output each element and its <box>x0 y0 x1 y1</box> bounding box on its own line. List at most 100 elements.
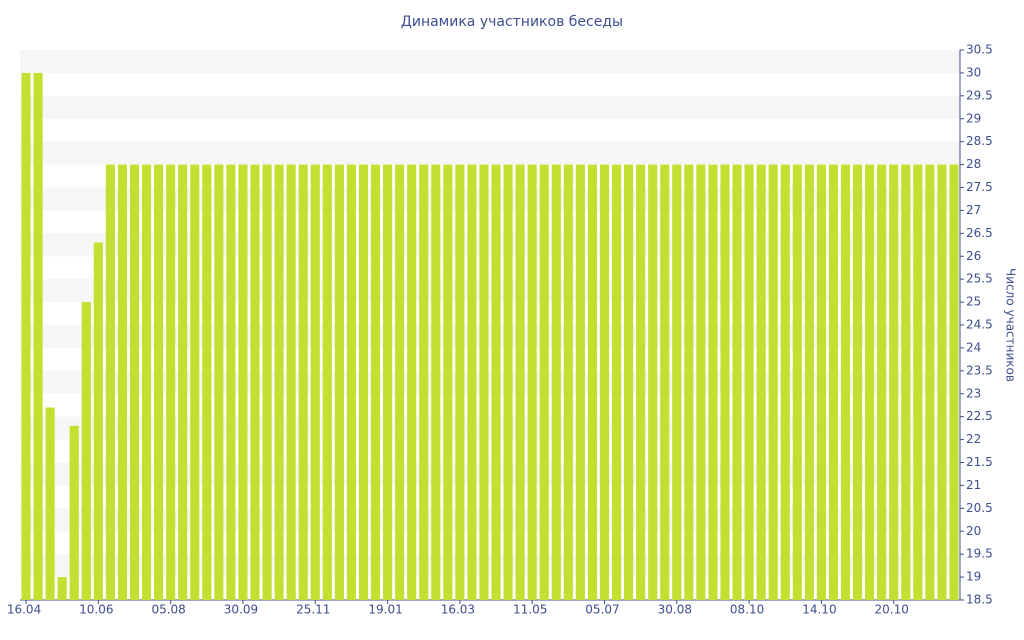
bar <box>599 164 610 601</box>
y-tick-label: 18.5 <box>966 593 993 607</box>
y-tick-label: 23 <box>966 386 981 400</box>
bar <box>202 164 212 601</box>
y-tick-label: 24.5 <box>966 318 993 332</box>
bar <box>370 164 381 601</box>
bar <box>768 164 778 601</box>
y-tick-label: 22 <box>966 432 981 446</box>
bar <box>69 425 79 600</box>
bar <box>780 164 790 601</box>
x-tick-label: 10.06 <box>79 603 113 617</box>
bar <box>154 164 164 601</box>
y-axis-title: Число участников <box>1004 268 1018 382</box>
bar <box>660 164 670 601</box>
bar <box>611 164 622 601</box>
bar <box>419 164 429 601</box>
y-tick-label: 24 <box>966 340 981 354</box>
bar <box>33 72 43 600</box>
bar <box>178 164 188 601</box>
grid-band <box>20 141 960 165</box>
bar <box>648 164 658 601</box>
bar <box>479 164 489 601</box>
bar <box>141 164 152 601</box>
x-tick-label: 16.03 <box>441 603 475 617</box>
bar <box>431 164 441 601</box>
y-tick-label: 27 <box>966 203 981 217</box>
bar <box>732 164 742 601</box>
x-tick-label: 16.04 <box>7 603 41 617</box>
bar <box>792 164 802 601</box>
bar <box>57 577 67 600</box>
bar <box>45 407 55 600</box>
bar <box>913 164 923 601</box>
bar <box>539 164 549 601</box>
bar <box>889 164 899 601</box>
bar <box>286 164 296 601</box>
bar <box>949 164 959 601</box>
y-tick-label: 21 <box>966 478 981 492</box>
bar <box>322 164 332 601</box>
y-tick-label: 30 <box>966 65 981 79</box>
bar <box>298 164 308 601</box>
bar <box>395 164 405 601</box>
bar <box>840 164 851 601</box>
bar <box>81 302 91 600</box>
bar <box>708 164 718 601</box>
x-tick-label: 05.07 <box>585 603 619 617</box>
bar <box>443 164 453 601</box>
bar <box>852 164 863 601</box>
x-tick-label: 30.09 <box>224 603 258 617</box>
bar <box>382 164 393 601</box>
bar <box>455 164 465 601</box>
bar <box>21 72 31 600</box>
bar <box>117 164 128 601</box>
x-tick-label: 05.08 <box>151 603 185 617</box>
bar <box>407 164 417 601</box>
x-tick-label: 11.05 <box>513 603 547 617</box>
bar <box>720 164 730 601</box>
bar <box>166 164 176 601</box>
bar <box>756 164 766 601</box>
y-tick-label: 30.5 <box>966 43 993 57</box>
x-tick-label: 08.10 <box>730 603 764 617</box>
y-tick-label: 25 <box>966 295 981 309</box>
bar <box>491 164 501 601</box>
bar <box>804 164 814 601</box>
bar <box>877 164 887 601</box>
y-tick-label: 19 <box>966 570 981 584</box>
y-tick-label: 26 <box>966 249 981 263</box>
bar <box>105 164 115 601</box>
bar <box>696 164 706 601</box>
bar <box>624 164 634 601</box>
x-tick-label: 25.11 <box>296 603 330 617</box>
y-tick-label: 28.5 <box>966 134 993 148</box>
bar <box>190 164 200 601</box>
chart-title: Динамика участников беседы <box>401 14 623 30</box>
bar <box>925 164 935 601</box>
bar <box>816 164 826 601</box>
bar <box>636 164 646 601</box>
y-tick-label: 29.5 <box>966 88 993 102</box>
bar <box>672 164 682 601</box>
bar <box>274 164 284 601</box>
bar <box>93 242 103 600</box>
bar <box>214 164 224 601</box>
bar <box>515 164 525 601</box>
bar <box>575 164 585 601</box>
bar <box>828 164 839 601</box>
bar <box>467 164 477 601</box>
bar <box>238 164 248 601</box>
bar <box>129 164 140 601</box>
y-tick-label: 25.5 <box>966 272 993 286</box>
bar <box>310 164 320 601</box>
bar <box>865 164 875 601</box>
bar <box>563 164 573 601</box>
bar <box>684 164 694 601</box>
y-tick-label: 28 <box>966 157 981 171</box>
bar <box>527 164 537 601</box>
grid-band <box>20 95 960 119</box>
y-tick-label: 20 <box>966 524 981 538</box>
bar <box>901 164 911 601</box>
y-tick-label: 29 <box>966 111 981 125</box>
bar <box>503 164 513 601</box>
